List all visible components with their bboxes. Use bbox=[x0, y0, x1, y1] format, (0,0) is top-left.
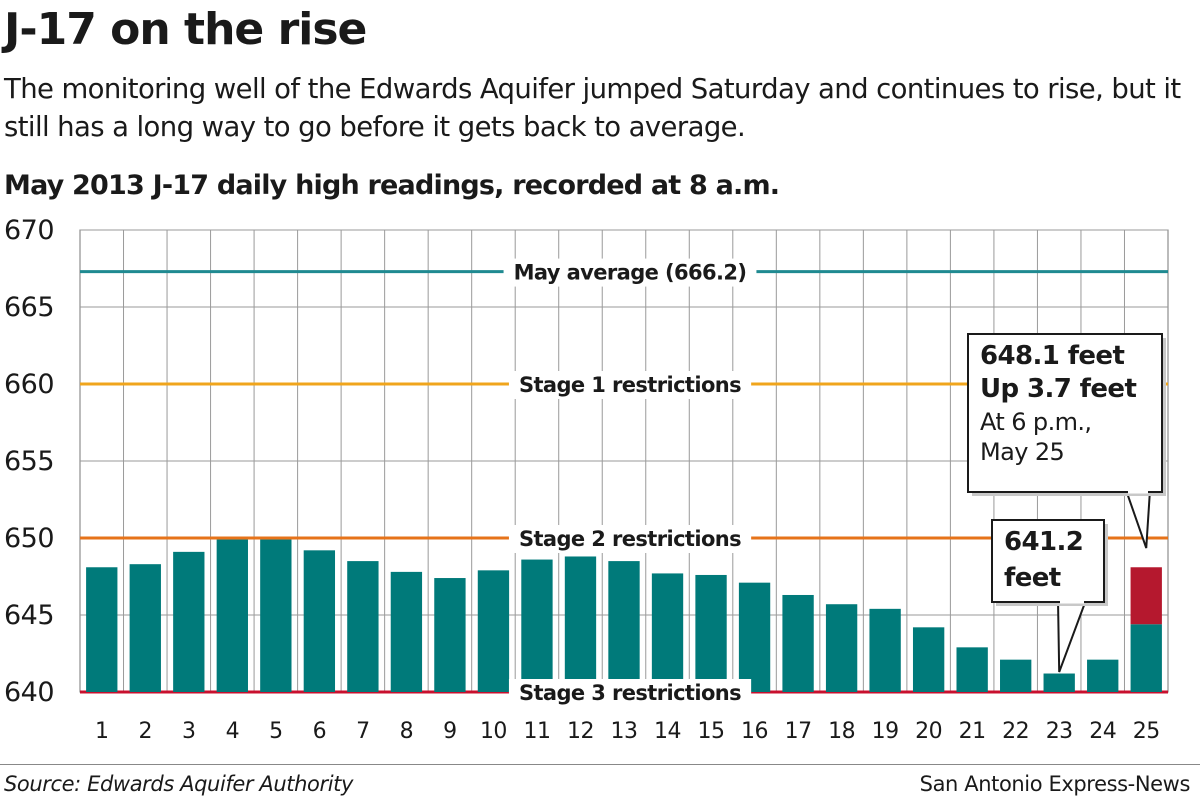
bar bbox=[347, 561, 379, 692]
x-tick-label: 19 bbox=[872, 719, 899, 744]
y-tick-label: 640 bbox=[4, 677, 54, 708]
y-tick-label: 650 bbox=[4, 523, 54, 554]
x-tick-label: 20 bbox=[915, 719, 942, 744]
x-tick-label: 10 bbox=[480, 719, 507, 744]
x-tick-label: 3 bbox=[182, 719, 196, 744]
callout-648-bold-line: 648.1 feet bbox=[980, 341, 1124, 371]
reference-line-label: Stage 3 restrictions bbox=[519, 681, 741, 705]
x-tick-label: 8 bbox=[400, 719, 414, 744]
reference-label-background bbox=[508, 679, 752, 707]
dek: The monitoring well of the Edwards Aquif… bbox=[4, 73, 1181, 143]
x-tick-label: 9 bbox=[443, 719, 457, 744]
x-tick-label: 25 bbox=[1133, 719, 1160, 744]
source-note: Source: Edwards Aquifer Authority bbox=[4, 772, 354, 796]
reference-line-label: Stage 2 restrictions bbox=[519, 527, 741, 551]
x-tick-label: 4 bbox=[226, 719, 240, 744]
x-tick-label: 14 bbox=[654, 719, 681, 744]
callout-641-line: 641.2 bbox=[1004, 527, 1083, 557]
bar bbox=[564, 556, 597, 692]
x-tick-label: 23 bbox=[1046, 719, 1073, 744]
callout-648-line: May 25 bbox=[980, 438, 1064, 466]
y-tick-label: 670 bbox=[4, 215, 54, 246]
x-tick-label: 18 bbox=[828, 719, 855, 744]
bar bbox=[825, 604, 858, 692]
bar bbox=[173, 551, 205, 692]
callout-641-pointer bbox=[1056, 599, 1088, 673]
bar bbox=[303, 550, 336, 692]
x-tick-label: 13 bbox=[611, 719, 638, 744]
bar bbox=[1000, 659, 1032, 692]
x-tick-label: 5 bbox=[269, 719, 283, 744]
bar bbox=[260, 539, 292, 692]
x-tick-label: 24 bbox=[1089, 719, 1116, 744]
callout-648-bold-line: Up 3.7 feet bbox=[980, 374, 1136, 404]
x-tick-label: 15 bbox=[698, 719, 725, 744]
y-tick-label: 645 bbox=[4, 600, 54, 631]
bar bbox=[521, 559, 553, 692]
y-tick-label: 665 bbox=[4, 292, 54, 323]
x-tick-label: 21 bbox=[959, 719, 986, 744]
bar bbox=[738, 582, 771, 692]
bar bbox=[390, 571, 423, 692]
reference-label-background bbox=[503, 258, 757, 287]
bar bbox=[86, 567, 118, 692]
reference-label-background bbox=[508, 371, 752, 399]
bar bbox=[651, 573, 684, 692]
headline: J-17 on the rise bbox=[4, 4, 367, 55]
bar bbox=[608, 561, 640, 692]
bar-rise-segment bbox=[1130, 567, 1162, 625]
x-tick-label: 17 bbox=[785, 719, 812, 744]
chart-title: May 2013 J-17 daily high readings, recor… bbox=[4, 170, 780, 201]
bar bbox=[956, 647, 988, 692]
bar bbox=[1130, 624, 1162, 692]
y-tick-label: 655 bbox=[4, 446, 54, 477]
bar bbox=[782, 594, 814, 692]
callout-648-line: At 6 p.m., bbox=[980, 408, 1091, 436]
bar bbox=[1043, 673, 1075, 692]
x-tick-label: 6 bbox=[313, 719, 327, 744]
x-tick-label: 11 bbox=[523, 719, 550, 744]
y-tick-label: 660 bbox=[4, 369, 54, 400]
x-tick-label: 7 bbox=[356, 719, 370, 744]
footer-rule bbox=[0, 764, 1200, 765]
reference-line-label: Stage 1 restrictions bbox=[519, 373, 741, 397]
bar bbox=[695, 574, 727, 692]
callout-641-line: feet bbox=[1004, 563, 1061, 593]
bar bbox=[477, 570, 510, 692]
bar bbox=[129, 564, 161, 692]
x-tick-label: 22 bbox=[1002, 719, 1029, 744]
bar bbox=[869, 608, 901, 692]
bar bbox=[434, 578, 466, 692]
reference-line-label: May average (666.2) bbox=[514, 261, 747, 285]
x-tick-label: 1 bbox=[95, 719, 109, 744]
bar bbox=[216, 539, 248, 692]
x-tick-label: 12 bbox=[567, 719, 594, 744]
x-tick-label: 16 bbox=[741, 719, 768, 744]
callout-641-box bbox=[991, 519, 1105, 603]
credit-line: San Antonio Express-News bbox=[919, 772, 1191, 796]
reference-label-background bbox=[508, 525, 752, 553]
bar bbox=[912, 627, 945, 692]
callout-648-box bbox=[967, 333, 1163, 493]
x-tick-label: 2 bbox=[139, 719, 153, 744]
bar bbox=[1087, 659, 1119, 692]
